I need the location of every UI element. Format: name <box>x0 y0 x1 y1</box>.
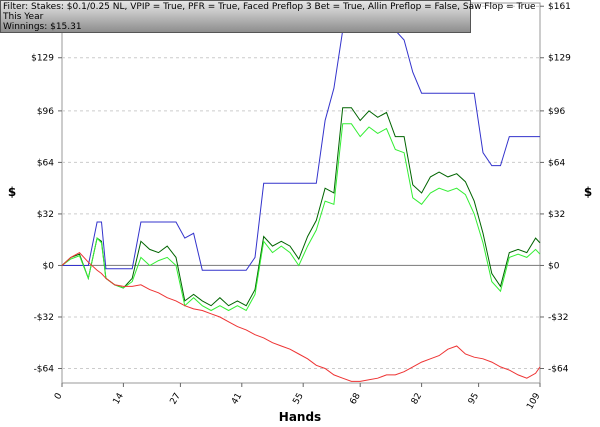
info-winnings: Winnings: $15.31 <box>3 22 82 32</box>
x-tick-label: 41 <box>230 392 244 407</box>
y2-tick-label: $32 <box>548 210 565 220</box>
y2-tick-label: $0 <box>548 261 560 271</box>
y-tick-label: -$64 <box>34 365 55 375</box>
y2-axis-label: $ <box>584 185 592 199</box>
x-tick-label: 95 <box>467 392 481 407</box>
y2-tick-label: $96 <box>548 107 565 117</box>
y-tick-label: $32 <box>37 210 54 220</box>
info-filter: Filter: Stakes: $0.1/0.25 NL, VPIP = Tru… <box>3 2 536 12</box>
series-line <box>62 29 540 271</box>
x-tick-label: 0 <box>53 391 65 401</box>
y-tick-label: $96 <box>37 107 54 117</box>
series-line <box>61 107 541 307</box>
y2-tick-label: $129 <box>548 54 571 64</box>
y-tick-label: $64 <box>37 158 54 168</box>
y-tick-label: -$32 <box>34 313 54 323</box>
y2-tick-label: $64 <box>548 158 565 168</box>
info-period: This Year <box>2 12 44 22</box>
y-tick-label: $0 <box>43 261 55 271</box>
series-line <box>61 251 541 382</box>
x-tick-label: 27 <box>169 392 183 407</box>
y2-tick-label: -$32 <box>548 313 568 323</box>
plot-area: $161$161$129$129$96$96$64$64$32$32$0$0-$… <box>31 2 571 411</box>
y-tick-label: $129 <box>31 54 54 64</box>
y-axis-label: $ <box>8 185 16 199</box>
x-tick-label: 82 <box>410 392 424 407</box>
y2-tick-label: $161 <box>548 2 571 12</box>
series-line <box>61 123 541 312</box>
x-tick-label: 55 <box>291 392 305 407</box>
info-box <box>0 0 471 33</box>
y2-tick-label: -$64 <box>548 365 569 375</box>
x-axis-label: Hands <box>279 410 321 424</box>
